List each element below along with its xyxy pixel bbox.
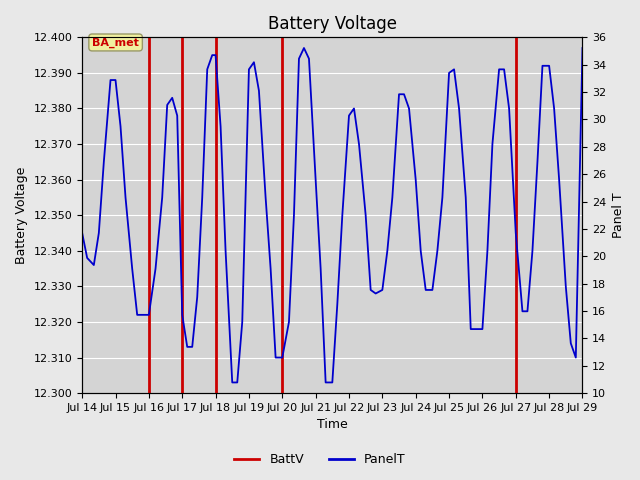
Y-axis label: Battery Voltage: Battery Voltage	[15, 167, 28, 264]
Legend: BattV, PanelT: BattV, PanelT	[229, 448, 411, 471]
Text: BA_met: BA_met	[92, 37, 139, 48]
Title: Battery Voltage: Battery Voltage	[268, 15, 397, 33]
X-axis label: Time: Time	[317, 419, 348, 432]
Y-axis label: Panel T: Panel T	[612, 192, 625, 238]
